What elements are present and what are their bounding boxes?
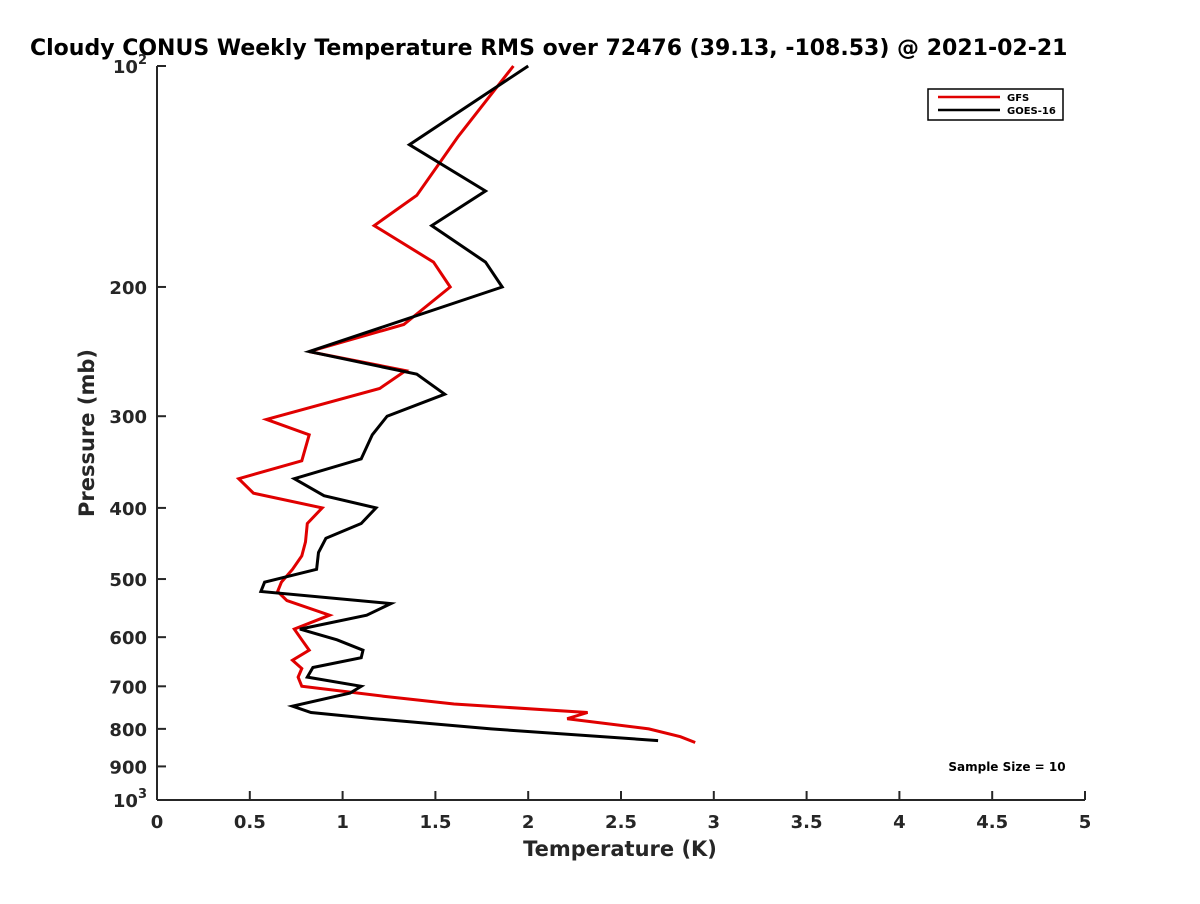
y-tick-label-800: 800 [109, 720, 147, 741]
legend-label-gfs: GFS [1007, 93, 1029, 104]
legend-label-goes16: GOES-16 [1007, 106, 1056, 117]
series-line-gfs [235, 65, 696, 744]
x-tick-label-5: 5 [1079, 812, 1092, 833]
legend: GFS GOES-16 [927, 88, 1064, 121]
sample-size-annotation: Sample Size = 10 [948, 760, 1065, 774]
x-tick-label-4: 4 [893, 812, 906, 833]
legend-box [927, 88, 1064, 121]
y-tick-label-300: 300 [109, 407, 147, 428]
y-tick-label-100: 102 [113, 53, 147, 78]
series-line-goes-16 [258, 64, 659, 743]
y-axis-label: Pressure (mb) [75, 349, 99, 517]
x-tick-label-0-5: 0.5 [234, 812, 266, 833]
chart-title: Cloudy CONUS Weekly Temperature RMS over… [30, 36, 1067, 61]
x-tick-label-0: 0 [151, 812, 164, 833]
x-tick-label-1: 1 [336, 812, 349, 833]
x-axis-label: Temperature (K) [523, 837, 717, 861]
x-tick-label-4-5: 4.5 [976, 812, 1008, 833]
axes: 0 0.5 1 1.5 2 2.5 3 3.5 4 4.5 5 102 200 300 400 500 600 7… [109, 53, 1091, 833]
plot-area [235, 64, 696, 744]
x-tick-label-2-5: 2.5 [605, 812, 637, 833]
y-tick-label-500: 500 [109, 570, 147, 591]
x-tick-label-1-5: 1.5 [419, 812, 451, 833]
y-tick-label-1000: 103 [113, 787, 147, 812]
y-tick-label-900: 900 [109, 757, 147, 778]
y-tick-label-400: 400 [109, 499, 147, 520]
x-tick-label-2: 2 [522, 812, 535, 833]
y-tick-label-600: 600 [109, 628, 147, 649]
x-tick-label-3: 3 [708, 812, 721, 833]
y-tick-label-700: 700 [109, 677, 147, 698]
x-tick-label-3-5: 3.5 [791, 812, 823, 833]
y-tick-label-200: 200 [109, 278, 147, 299]
